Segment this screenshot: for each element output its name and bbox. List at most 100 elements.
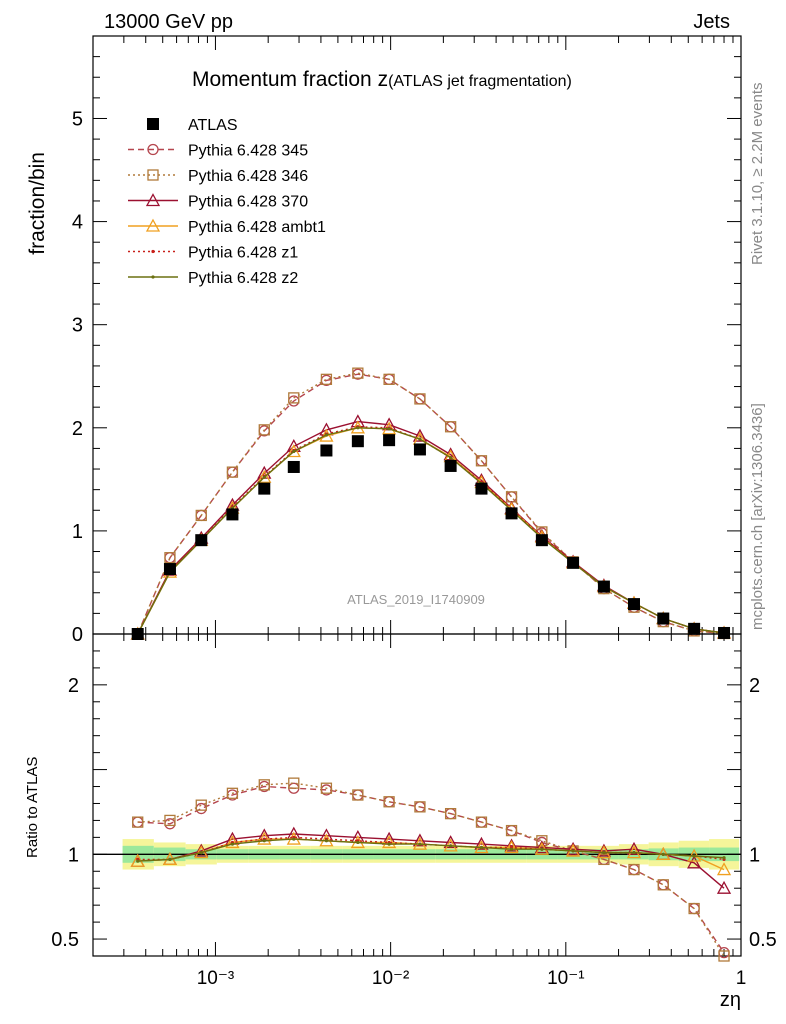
series-pythia-6-428-z2-point: [692, 854, 696, 858]
series-pythia-6-428-z2-point: [262, 839, 266, 843]
series-pythia-6-428-z2-point: [418, 842, 422, 846]
series-atlas: [131, 434, 731, 640]
series-pythia-6-428-370-point: [626, 841, 642, 855]
series-pythia-6-428-370-line: [137, 833, 725, 889]
legend-entry-pythia-6-428-z2-point: [151, 275, 155, 279]
series-pythia-6-428-346-point: [352, 789, 364, 801]
series-pythia-6-428-346-point: [288, 777, 300, 789]
series-atlas-point: [718, 626, 731, 639]
series-atlas-point: [535, 534, 548, 547]
series-pythia-6-428-ambt1-point: [716, 862, 732, 876]
series-pythia-6-428-370-point: [716, 880, 732, 894]
side-label-top: Rivet 3.1.10, ≥ 2.2M events: [749, 83, 766, 266]
series-atlas-point: [505, 507, 518, 520]
series-pythia-6-428-346-point: [164, 552, 176, 564]
series-atlas-point: [413, 443, 426, 456]
legend-entry-pythia-6-428-345: Pythia 6.428 345: [128, 143, 308, 160]
series-pythia-6-428-346-point: [320, 782, 333, 794]
series-pythia-6-428-346-point: [352, 367, 364, 379]
series-atlas-point: [444, 459, 457, 472]
legend-entry-atlas-point: [147, 118, 159, 130]
header-right: Jets: [693, 11, 730, 33]
legend-entry-pythia-6-428-ambt1-point: [145, 218, 161, 232]
x-tick-label: 1: [736, 968, 747, 989]
series-pythia-6-428-z2: [136, 837, 726, 863]
y-tick-label: 0: [72, 624, 83, 646]
x-tick-label: 10⁻¹: [547, 968, 585, 989]
series-pythia-6-428-345-line: [137, 373, 725, 635]
analysis-label: ATLAS_2019_I1740909: [347, 592, 485, 607]
series-pythia-6-428-z2-line: [137, 838, 725, 862]
series-pythia-6-428-346-point: [226, 787, 239, 799]
series-pythia-6-428-z2-point: [540, 847, 544, 851]
y-tick-label-left: 1: [68, 844, 79, 866]
series-pythia-6-428-z2-point: [136, 859, 140, 863]
series-atlas-point: [567, 556, 580, 569]
series-pythia-6-428-370-point: [443, 835, 458, 849]
series-pythia-6-428-ambt1-point: [257, 831, 272, 845]
legend-entry-atlas-label: ATLAS: [188, 117, 238, 134]
y-tick-label-right: 0.5: [749, 929, 777, 951]
series-atlas-point: [287, 460, 300, 473]
series-pythia-6-428-z2-point: [292, 837, 296, 841]
series-pythia-6-428-370-point: [474, 836, 489, 850]
series-pythia-6-428-345-point: [657, 879, 669, 891]
series-pythia-6-428-345-point: [195, 802, 207, 815]
legend-entry-pythia-6-428-370-point: [145, 193, 161, 207]
series-pythia-6-428-z2-point: [324, 433, 329, 437]
series-pythia-6-428-346-point: [132, 816, 144, 828]
series-pythia-6-428-370-point: [504, 838, 519, 852]
series-pythia-6-428-z2-point: [199, 851, 203, 855]
series-pythia-6-428-z2-point: [449, 456, 453, 460]
chart-title: Momentum fraction z(ATLAS jet fragmentat…: [192, 68, 572, 91]
series-pythia-6-428-346-point: [226, 466, 239, 478]
series-pythia-6-428-346-point: [288, 392, 300, 404]
series-pythia-6-428-346-point: [320, 373, 333, 385]
legend-entry-pythia-6-428-z1-point: [151, 249, 155, 254]
series-pythia-6-428-370-point: [565, 841, 581, 855]
series-pythia-6-428-ambt1-point: [257, 469, 272, 483]
series-pythia-6-428-346-point: [383, 373, 395, 385]
main-panel: 0 1 2 3 4 5 fraction/bin Momentum fraction z(AT…: [26, 35, 742, 646]
series-pythia-6-428-z2-point: [324, 839, 329, 843]
y-tick-label: 5: [72, 108, 83, 130]
y-tick-label-right: 1: [749, 844, 760, 866]
series-pythia-6-428-z2-point: [661, 852, 665, 856]
side-label-bottom: mcplots.cern.ch [arXiv:1306.3436]: [749, 403, 766, 630]
series-atlas-point: [657, 612, 670, 625]
x-axis-label: zη: [720, 989, 741, 1011]
y-tick-label-right: 2: [749, 675, 760, 697]
legend-entry-pythia-6-428-ambt1: Pythia 6.428 ambt1: [128, 218, 326, 236]
legend-entry-atlas: ATLAS: [147, 117, 238, 134]
y-tick-label: 4: [72, 212, 83, 234]
series-pythia-6-428-z2-point: [449, 844, 453, 848]
legend-entry-pythia-6-428-346-point: [147, 169, 159, 181]
legend-entry-pythia-6-428-346-label: Pythia 6.428 346: [188, 168, 308, 185]
series-pythia-6-428-346-point: [258, 779, 270, 791]
series-pythia-6-428-346-point: [444, 421, 457, 433]
x-tick-label: 10⁻²: [372, 968, 410, 989]
series-pythia-6-428-z2-point: [168, 857, 172, 862]
series-pythia-6-428-346-point: [383, 796, 395, 808]
legend-entry-pythia-6-428-370: Pythia 6.428 370: [128, 193, 308, 211]
series-pythia-6-428-z2-point: [262, 475, 266, 479]
legend: ATLAS Pythia 6.428 345 Pythia 6.428 346 Pyt…: [128, 117, 326, 287]
series-pythia-6-428-z2-point: [418, 437, 422, 441]
series-pythia-6-428-370-point: [194, 843, 209, 857]
series-atlas-point: [627, 598, 640, 611]
legend-entry-pythia-6-428-ambt1-label: Pythia 6.428 ambt1: [188, 219, 326, 236]
y-axis-label: fraction/bin: [26, 152, 49, 255]
series-pythia-6-428-370-point: [534, 840, 549, 854]
series-pythia-6-428-z2-point: [509, 847, 514, 851]
series-pythia-6-428-370-point: [596, 843, 612, 857]
series-pythia-6-428-z2-point: [602, 851, 606, 855]
series-pythia-6-428-345-line: [137, 785, 725, 953]
series-pythia-6-428-346-point: [444, 807, 457, 820]
series-atlas-point: [688, 622, 701, 635]
legend-entry-pythia-6-428-z1: Pythia 6.428 z1: [128, 245, 298, 262]
y-tick-label: 3: [72, 315, 83, 337]
series-pythia-6-428-346-point: [475, 455, 488, 467]
series-pythia-6-428-370-point: [412, 428, 428, 442]
series-atlas-point: [320, 444, 333, 457]
